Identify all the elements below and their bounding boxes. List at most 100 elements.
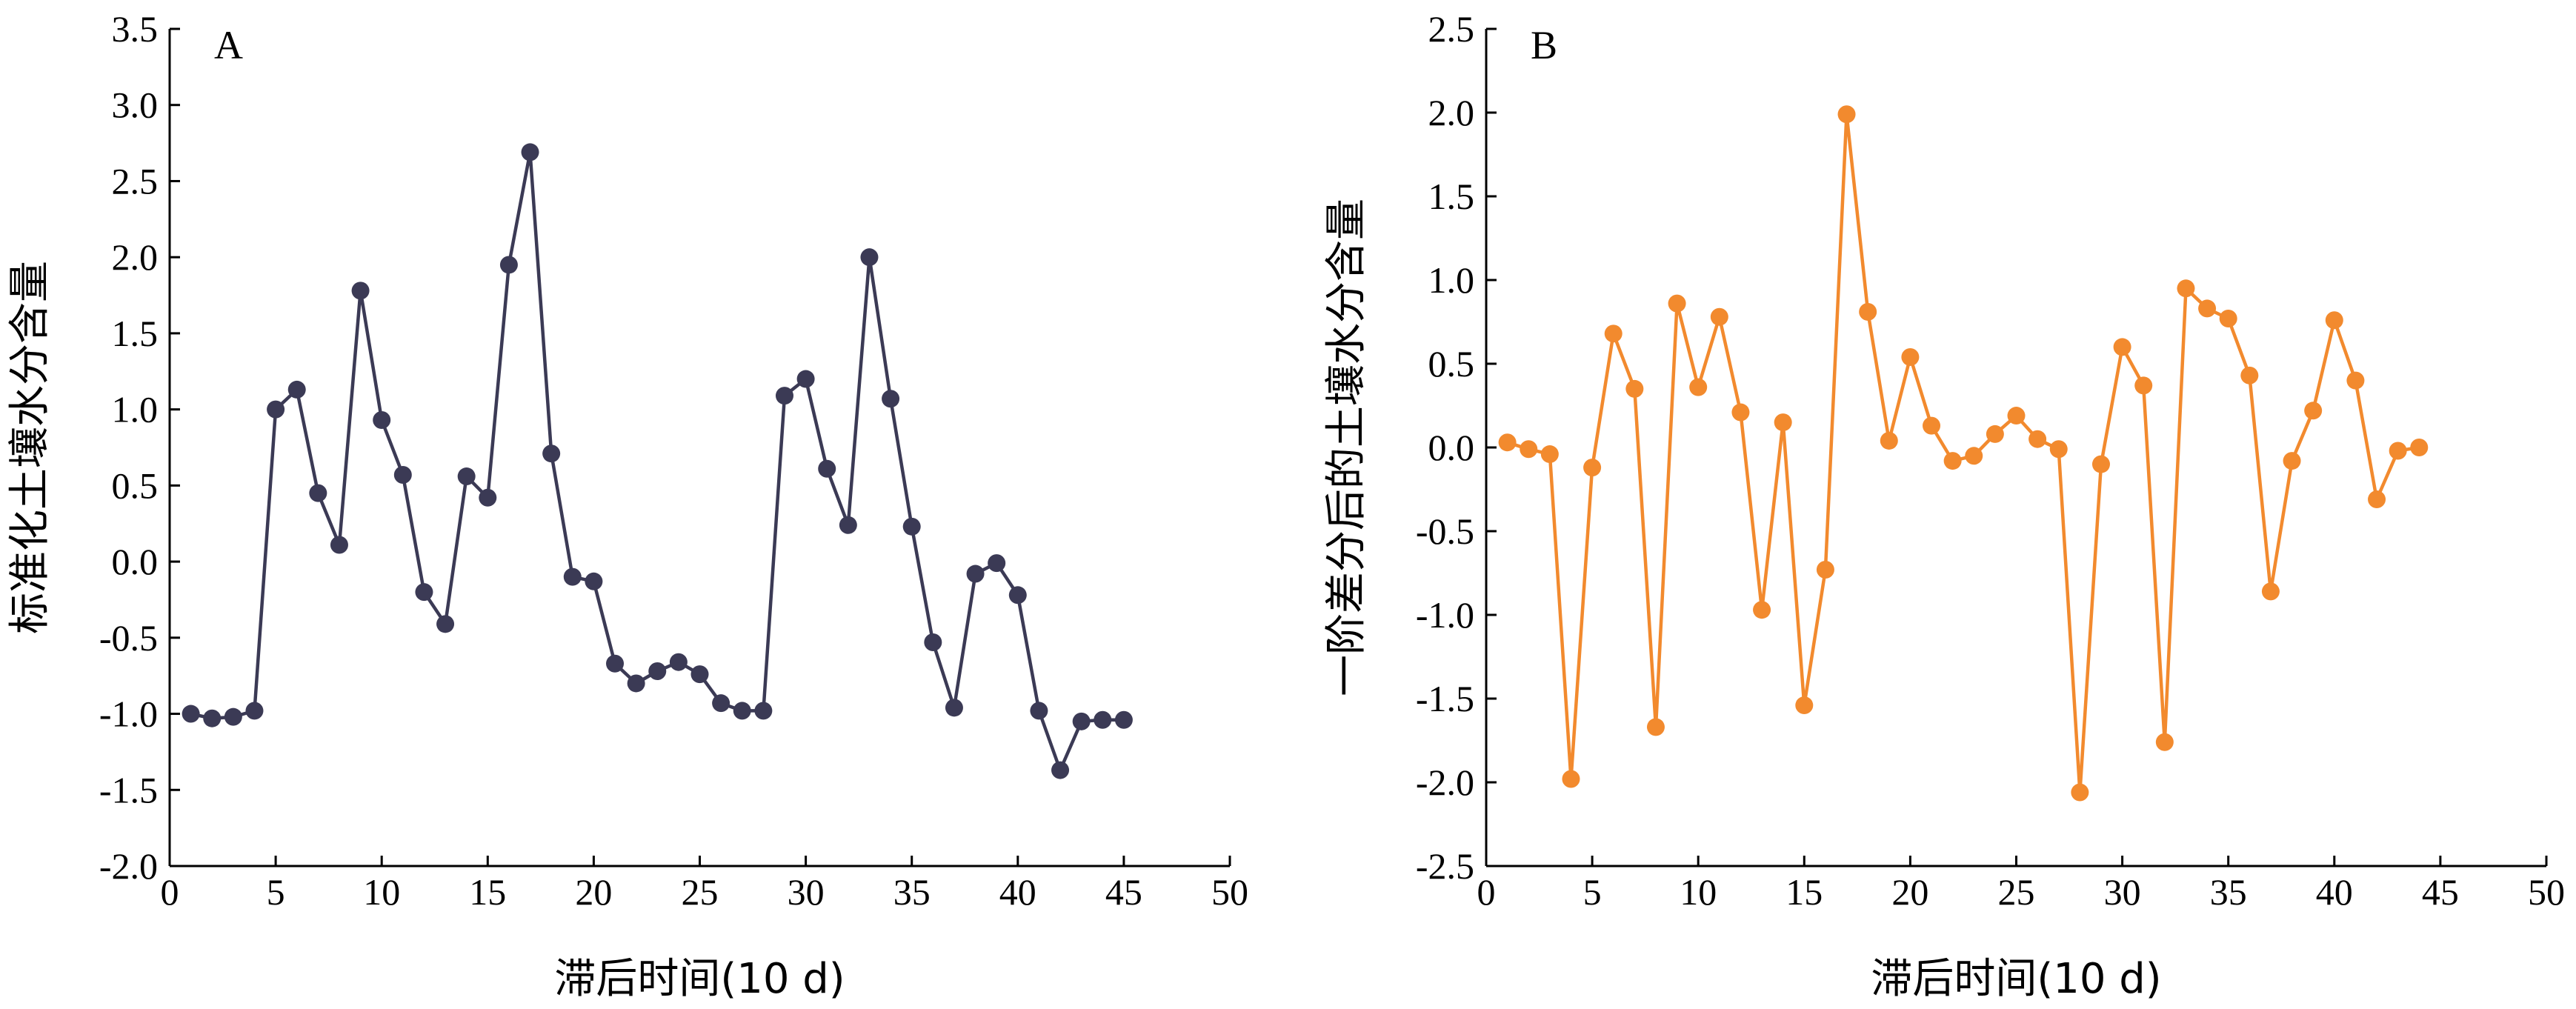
chart-cd0-point-3 [245,702,264,720]
x-tick-label-b: 30 [2104,871,2141,913]
chart-cd0-point-8 [351,282,370,300]
y-tick-label-b: -1.0 [1416,594,1474,636]
chart-cd1-point-35 [2240,366,2259,384]
chart-cd1-point-8 [1668,294,1686,313]
chart-cd1-point-5 [1604,324,1623,343]
chart-cd1-point-1 [1520,440,1538,459]
chart-cd1-point-11 [1731,403,1750,422]
chart-cd0-point-39 [1008,586,1027,605]
y-tick-label-a: 1.5 [112,313,159,354]
chart-cd1-point-9 [1689,378,1708,396]
y-tick-label-a: -1.0 [99,693,158,735]
y-tick-label-a: 0.5 [112,464,159,506]
chart-cd0-point-35 [924,633,942,651]
chart-cd0-point-1 [203,709,222,727]
chart-cd1-point-34 [2219,309,2237,327]
chart-cd1-point-14 [1795,696,1814,715]
x-tick-label-b: 25 [1998,871,2035,913]
chart-cd1-point-13 [1774,413,1792,432]
y-tick-label-b: -2.0 [1416,762,1474,803]
chart-panel-b: 0 5 10 15 20 25 30 35 40 45 50 -2.5 -2.0 -1.5 -1.0 -0.5… [1322,8,2565,1003]
panel-label-b: B [1531,23,1557,67]
chart-cd0-point-37 [966,565,985,583]
chart-cd1-point-20 [1923,416,1941,435]
chart-cd1-point-29 [2113,338,2131,356]
x-tick-label-b: 45 [2422,871,2459,913]
x-tick-label-b: 50 [2528,871,2565,913]
x-tick-label-a: 50 [1211,871,1248,913]
chart-cd0-point-33 [882,390,900,408]
chart-cd0-point-38 [988,554,1006,573]
chart-cd0-point-25 [712,694,730,713]
x-tick-label-a: 5 [267,871,285,913]
chart-cd1-point-10 [1710,307,1728,326]
chart-cd0-point-16 [521,143,539,161]
chart-cd1-point-18 [1880,431,1898,450]
chart-cd1-point-24 [2007,407,2026,425]
y-tick-label-a: 2.0 [112,236,159,278]
chart-cd1-point-41 [2368,490,2386,509]
chart-cd0-point-27 [754,702,773,720]
chart-cd1-point-17 [1859,302,1877,321]
chart-cd1-point-16 [1837,105,1856,124]
y-tick-label-b: -2.5 [1416,845,1474,887]
chart-panel-a: 0 5 10 15 20 25 30 35 40 45 50 -2.0 -1.5 -1.0 -0.5 0.0 0… [6,8,1248,1003]
y-tick-label-b: 1.0 [1428,259,1475,301]
chart-cd0-point-26 [733,702,751,720]
chart-cd0-point-31 [839,516,857,534]
chart-cd1-point-23 [1986,424,2004,443]
chart-cd0-point-41 [1051,761,1070,779]
x-tick-label-b: 15 [1785,871,1823,913]
x-tick-label-a: 10 [363,871,400,913]
x-tick-label-a: 20 [575,871,612,913]
chart-cd1-point-0 [1498,433,1517,452]
x-tick-label-b: 35 [2210,871,2247,913]
chart-cd1-point-43 [2410,439,2429,456]
chart-cd1-point-6 [1625,379,1644,398]
panel-label-a: A [214,23,243,67]
chart-cd0-point-20 [606,654,625,673]
chart-cd0-point-42 [1072,712,1091,730]
chart-cd1-point-26 [2049,440,2068,459]
chart-cd0-point-17 [542,444,561,463]
chart-cd0-point-34 [902,517,921,536]
x-axis-title-b: 滞后时间(10 d) [1871,955,2161,1003]
chart-cd0-point-4 [267,400,285,419]
chart-cd1-point-7 [1646,718,1665,736]
chart-cd1-point-33 [2198,299,2217,318]
chart-cd1-point-36 [2261,582,2280,601]
chart-cd1-point-21 [1943,452,1962,470]
x-tick-label-b: 10 [1680,871,1717,913]
chart-cd1-point-27 [2071,783,2089,802]
chart-cd0-point-14 [479,488,497,507]
chart-cd1-point-4 [1583,459,1602,477]
chart-cd0-point-13 [457,467,476,486]
chart-cd0-point-11 [415,583,433,602]
x-tick-label-a: 35 [893,871,931,913]
chart-cd0-point-40 [1030,702,1048,720]
chart-cd0-point-5 [287,380,306,399]
chart-cd1-point-2 [1540,445,1559,464]
y-tick-label-a: 1.0 [112,389,159,430]
chart-cd1-point-15 [1816,560,1834,579]
x-tick-label-a: 0 [161,871,179,913]
y-axis-title-b: 一阶差分后的土壤水分含量 [1322,199,1371,696]
chart-cd0-point-23 [669,653,688,671]
chart-cd1-point-38 [2304,402,2323,420]
chart-cd0-point-7 [330,536,348,554]
x-axis-title-a: 滞后时间(10 d) [554,955,845,1003]
x-tick-label-b: 20 [1891,871,1928,913]
chart-cd1-point-37 [2283,452,2301,470]
y-tick-label-a: -1.5 [99,769,158,810]
chart-cd1-series-line [1506,113,2420,794]
chart-cd0-point-24 [690,665,709,684]
y-tick-label-a: -2.0 [99,845,158,887]
y-tick-label-a: -0.5 [99,617,158,659]
chart-cd0-point-19 [585,572,603,590]
y-axis-title-a: 标准化土壤水分含量 [6,261,54,634]
chart-cd1-point-22 [1965,447,1983,465]
x-tick-label-b: 5 [1583,871,1602,913]
chart-cd0-point-21 [627,674,645,693]
chart-cd0-point-15 [499,256,518,274]
chart-cd0-point-18 [563,567,582,586]
